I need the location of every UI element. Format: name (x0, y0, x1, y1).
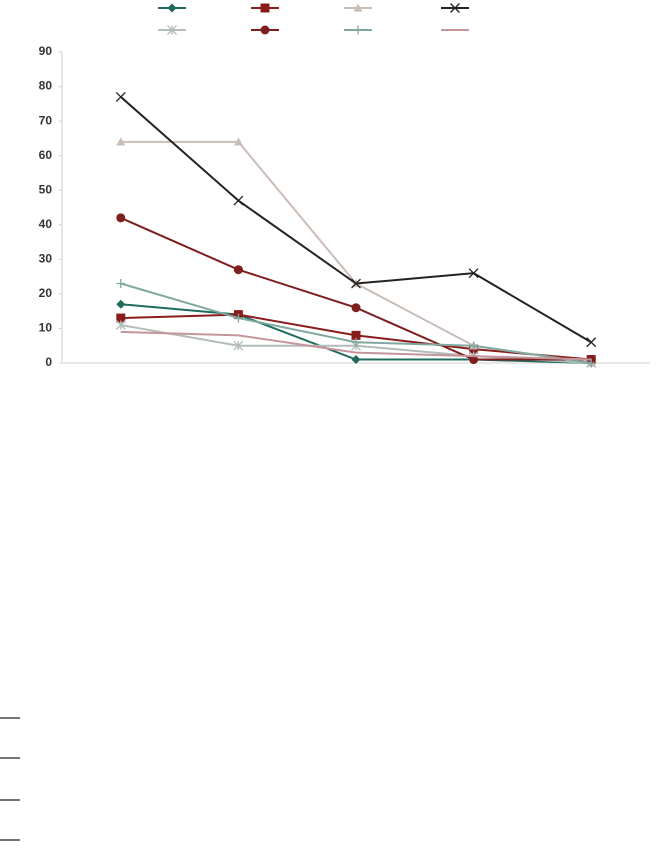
y-tick-label: 30 (39, 252, 53, 266)
y-tick-label: 0 (45, 355, 52, 369)
y-tick-label: 90 (39, 44, 53, 58)
marker (233, 340, 244, 351)
marker (167, 25, 177, 35)
marker (351, 337, 361, 347)
marker (116, 279, 126, 289)
y-tick-label: 50 (39, 182, 53, 196)
marker (233, 195, 244, 206)
y-tick-label: 80 (39, 79, 53, 93)
y-tick-label: 20 (39, 286, 53, 300)
marker (468, 268, 479, 279)
marker (450, 3, 460, 13)
marker (167, 3, 177, 13)
marker (233, 265, 243, 275)
marker (233, 137, 243, 146)
series-line (120, 282, 592, 364)
marker (116, 213, 126, 223)
marker (353, 25, 363, 35)
marker (351, 278, 361, 289)
y-tick-label: 60 (39, 148, 53, 162)
marker (353, 3, 363, 12)
marker (116, 313, 126, 323)
marker (233, 313, 243, 323)
y-tick-label: 10 (39, 321, 53, 335)
marker (260, 3, 270, 13)
marker (116, 299, 126, 309)
series-line (120, 330, 592, 361)
marker (351, 330, 361, 340)
marker (469, 355, 479, 365)
marker (116, 137, 126, 146)
marker (469, 341, 479, 351)
marker (586, 337, 597, 348)
marker (115, 320, 126, 330)
marker (351, 355, 361, 365)
series-line (120, 140, 592, 364)
marker (115, 91, 126, 102)
marker (260, 25, 270, 35)
y-tick-label: 40 (39, 217, 53, 231)
y-tick-label: 70 (39, 113, 53, 127)
marker (586, 358, 596, 368)
marker (351, 303, 361, 313)
